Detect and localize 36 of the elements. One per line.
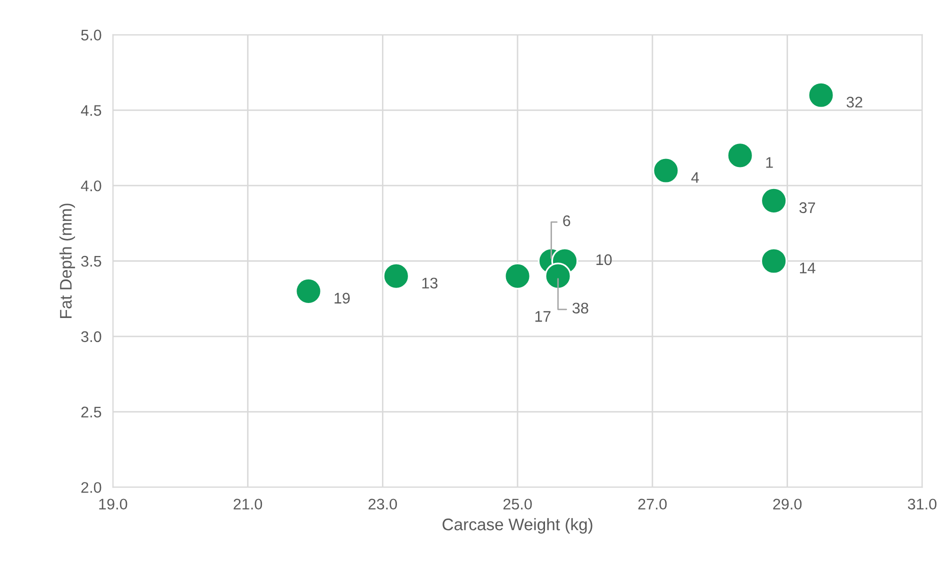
- point: [504, 262, 531, 290]
- annotation: 10: [596, 254, 612, 266]
- annotation: 37: [799, 202, 816, 214]
- annotation: 1: [766, 157, 773, 168]
- point: [726, 142, 754, 169]
- y-tick-label: 4.5: [80, 105, 102, 116]
- x-tick-label: 23.0: [368, 498, 397, 510]
- point: [760, 248, 788, 274]
- point: [760, 187, 788, 214]
- y-axis-title: Fat Depth (mm): [59, 204, 76, 318]
- annotation: 6: [563, 215, 570, 226]
- annotation: 19: [334, 292, 350, 304]
- annotation: 17: [535, 311, 550, 322]
- annotation: 13: [422, 278, 438, 289]
- annotation: 32: [846, 96, 862, 108]
- y-tick-label: 2.5: [81, 406, 102, 418]
- x-tick-label: 25.0: [503, 498, 532, 510]
- point: [544, 262, 572, 290]
- point: [295, 278, 322, 305]
- y-tick-label: 4.0: [80, 180, 102, 192]
- y-tick-label: 3.0: [81, 331, 102, 342]
- x-tick-label: 21.0: [234, 498, 262, 510]
- y-tick-label: 5.0: [81, 30, 102, 40]
- annotation: 38: [572, 302, 588, 314]
- x-tick-label: 29.0: [773, 498, 802, 510]
- point: [808, 82, 834, 109]
- point: [382, 262, 410, 290]
- x-axis-title: Carcase Weight (kg): [442, 518, 592, 534]
- x-tick-label: 27.0: [638, 498, 667, 510]
- annotation: 4: [691, 172, 699, 183]
- y-tick-label: 3.5: [81, 256, 102, 267]
- y-tick-label: 2.0: [81, 482, 102, 493]
- x-tick-label: 31.0: [908, 498, 936, 510]
- point: [652, 157, 680, 184]
- x-tick-label: 19.0: [99, 498, 128, 510]
- annotation: 14: [800, 262, 816, 274]
